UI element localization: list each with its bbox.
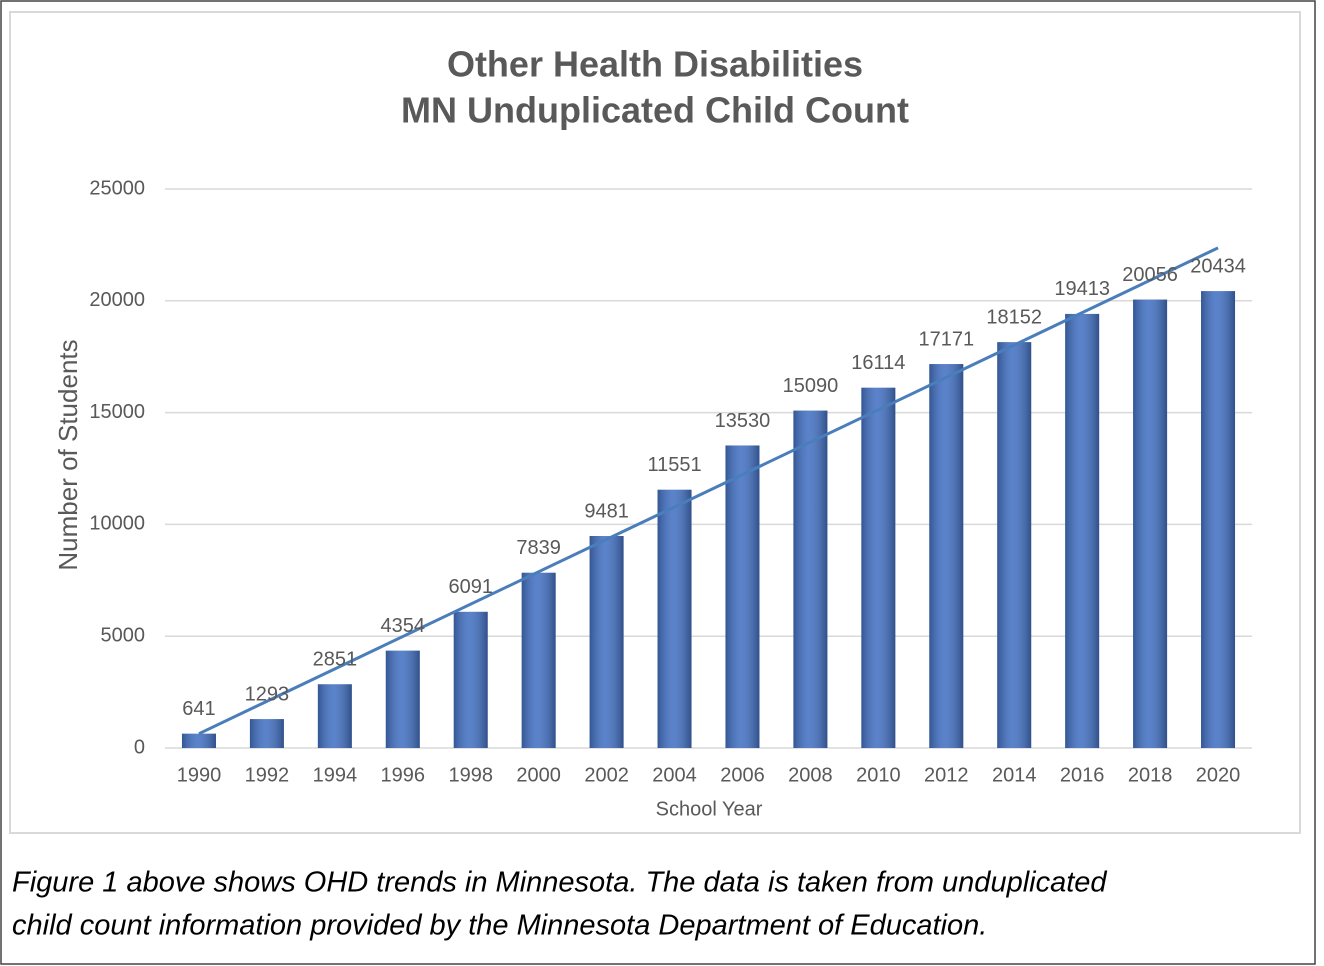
y-tick-label: 5000 [101,624,146,646]
data-label: 19413 [1054,278,1110,300]
y-tick-label: 0 [134,736,145,758]
x-tick-label: 1990 [177,764,222,786]
x-tick-label: 2020 [1196,764,1241,786]
x-tick-label: 2014 [992,764,1037,786]
y-tick-label: 15000 [89,401,145,423]
y-tick-label: 25000 [89,177,145,199]
x-tick-label: 2008 [788,764,833,786]
data-label: 6091 [448,576,493,598]
x-tick-label: 2016 [1060,764,1105,786]
bar-shading [181,733,216,748]
x-tick-label: 2018 [1128,764,1173,786]
x-tick-label: 2012 [924,764,969,786]
y-tick-label: 10000 [89,513,145,535]
caption: Figure 1 above shows OHD trends in Minne… [12,867,1107,899]
bar-shading [1201,291,1236,748]
bar-shading [657,489,692,748]
y-tick-label: 20000 [89,289,145,311]
data-label: 13530 [715,410,771,432]
data-label: 641 [182,698,215,720]
bar-shading [589,536,624,748]
x-tick-label: 1996 [381,764,426,786]
x-tick-label: 1992 [245,764,290,786]
data-label: 16114 [851,352,905,374]
data-label: 2851 [313,649,358,671]
x-tick-label: 1994 [313,764,358,786]
x-axis-label: School Year [656,798,763,820]
bar-shading [997,342,1032,748]
data-label: 4354 [381,615,426,637]
data-label: 1293 [245,683,290,705]
data-label: 9481 [584,500,629,522]
bar-shading [1133,299,1168,748]
trendline [198,246,1219,736]
data-label: 20434 [1190,255,1246,277]
bar-shading [929,364,964,748]
chart-title: Other Health Disabilities [447,44,863,85]
chart-title: MN Unduplicated Child Count [401,90,909,131]
x-tick-label: 2000 [516,764,561,786]
x-tick-label: 2006 [720,764,765,786]
bar-shading [725,445,760,748]
x-tick-label: 2010 [856,764,901,786]
data-label: 11551 [647,454,701,476]
data-label: 17171 [918,328,974,350]
bar-shading [249,719,284,748]
bar-shading [861,387,896,748]
y-axis-label: Number of Students [53,339,83,570]
bar-shading [521,572,556,748]
data-label: 20056 [1122,264,1178,286]
x-tick-label: 1998 [448,764,493,786]
data-label: 15090 [783,375,839,397]
data-label: 7839 [516,537,561,559]
caption: child count information provided by the … [12,910,987,942]
x-tick-label: 2004 [652,764,697,786]
x-tick-label: 2002 [584,764,629,786]
bar-shading [385,650,420,748]
bar-shading [793,410,828,748]
data-label: 18152 [986,306,1042,328]
bar-shading [317,684,352,748]
bar-shading [453,611,488,748]
bar-shading [1065,313,1100,748]
